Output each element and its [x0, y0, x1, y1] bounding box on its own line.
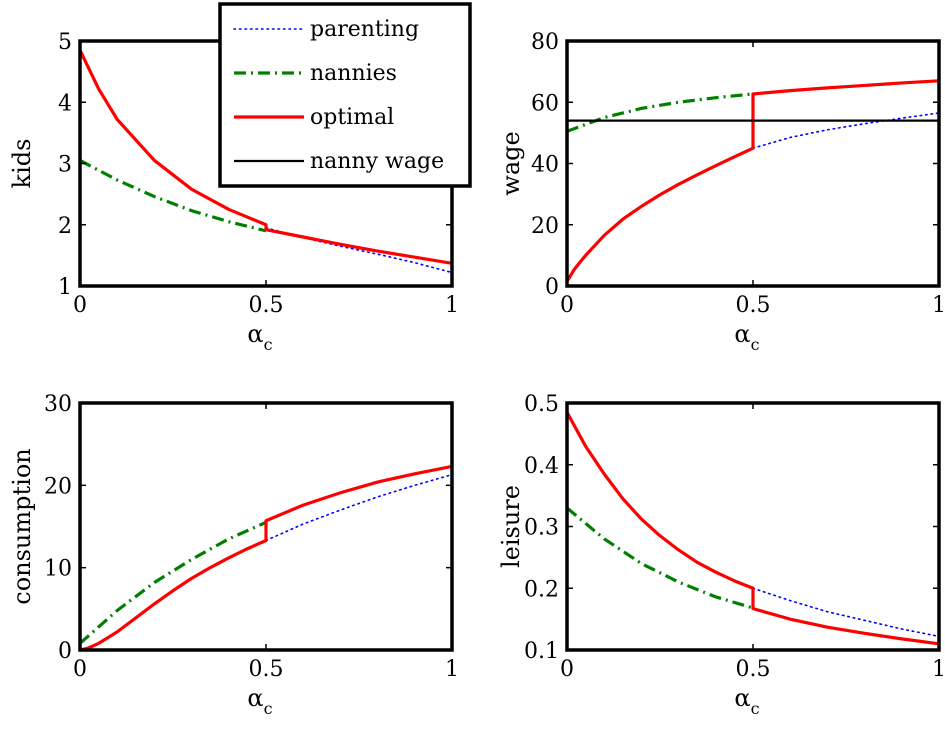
y-tick-label: 3	[58, 153, 72, 178]
y-tick-label: 2	[58, 214, 72, 239]
x-tick-label: 1	[445, 293, 459, 318]
x-axis-label-main: α	[247, 320, 263, 348]
x-tick-label: 0.5	[249, 293, 284, 318]
legend-box	[218, 2, 472, 188]
y-axis-label: wage	[497, 131, 525, 195]
series-line-nannies	[80, 520, 267, 645]
x-tick-label: 1	[445, 657, 459, 682]
legend: parenting nannies optimal nanny wage	[218, 2, 472, 188]
series-line-parenting	[752, 112, 939, 149]
series-group	[567, 411, 939, 646]
x-tick-label: 1	[932, 657, 945, 682]
x-axis-label: αc	[247, 320, 272, 354]
x-axis-label-main: α	[734, 684, 750, 712]
legend-label-nanny-wage: nanny wage	[310, 149, 444, 174]
series-line-parenting	[265, 473, 452, 542]
y-tick-label: 1	[58, 275, 72, 300]
series-group	[567, 79, 939, 283]
x-axis-label: αc	[734, 320, 759, 354]
x-tick-label: 0	[73, 293, 87, 318]
y-tick-label: 0.4	[524, 454, 559, 479]
series-line-parenting	[752, 587, 939, 638]
y-tick-label: 20	[44, 474, 72, 499]
x-axis-label-subscript: c	[264, 335, 273, 354]
x-tick-label: 1	[932, 293, 945, 318]
x-axis-label: αc	[247, 684, 272, 718]
y-axis-label: kids	[8, 139, 36, 189]
series-line-optimal	[80, 49, 452, 265]
y-tick-label: 10	[44, 557, 72, 582]
x-axis-label-subscript: c	[264, 699, 273, 718]
series-group	[80, 464, 452, 650]
x-axis-label-subscript: c	[751, 335, 760, 354]
axes-frame	[565, 401, 941, 652]
x-axis-label-subscript: c	[751, 699, 760, 718]
y-axis-label: leisure	[497, 485, 525, 568]
x-tick-label: 0.5	[736, 657, 771, 682]
y-tick-label: 40	[531, 153, 559, 178]
y-tick-label: 0.5	[524, 392, 559, 417]
y-tick-label: 0.3	[524, 516, 559, 541]
series-group	[80, 49, 452, 274]
series-line-optimal	[80, 464, 452, 650]
x-axis-label: αc	[734, 684, 759, 718]
y-tick-label: 0	[545, 275, 559, 300]
x-axis-label-main: α	[247, 684, 263, 712]
series-line-optimal	[567, 411, 939, 646]
x-tick-label: 0.5	[249, 657, 284, 682]
x-axis-label-main: α	[734, 320, 750, 348]
y-tick-label: 4	[58, 91, 72, 116]
y-tick-label: 0.2	[524, 577, 559, 602]
x-tick-label: 0	[73, 657, 87, 682]
y-tick-label: 0	[58, 639, 72, 664]
x-tick-label: 0.5	[736, 293, 771, 318]
panel-wage: 0 0.5 1 0 20 40 60 80 αc wage	[497, 30, 945, 354]
legend-label-parenting: parenting	[310, 17, 419, 42]
series-line-nannies	[567, 92, 754, 133]
series-line-nannies	[567, 506, 754, 610]
series-line-nannies	[80, 159, 267, 233]
legend-label-nannies: nannies	[310, 61, 397, 86]
series-line-parenting	[265, 227, 452, 274]
y-tick-label: 20	[531, 214, 559, 239]
y-tick-label: 0.1	[524, 639, 559, 664]
x-tick-label: 0	[560, 293, 574, 318]
y-axis-label: consumption	[8, 448, 36, 604]
series-line-optimal	[567, 79, 939, 283]
legend-label-optimal: optimal	[310, 105, 394, 130]
axes-frame	[565, 39, 941, 288]
y-tick-label: 5	[58, 30, 72, 55]
y-tick-label: 60	[531, 91, 559, 116]
y-tick-label: 80	[531, 30, 559, 55]
x-tick-label: 0	[560, 657, 574, 682]
y-tick-label: 30	[44, 392, 72, 417]
